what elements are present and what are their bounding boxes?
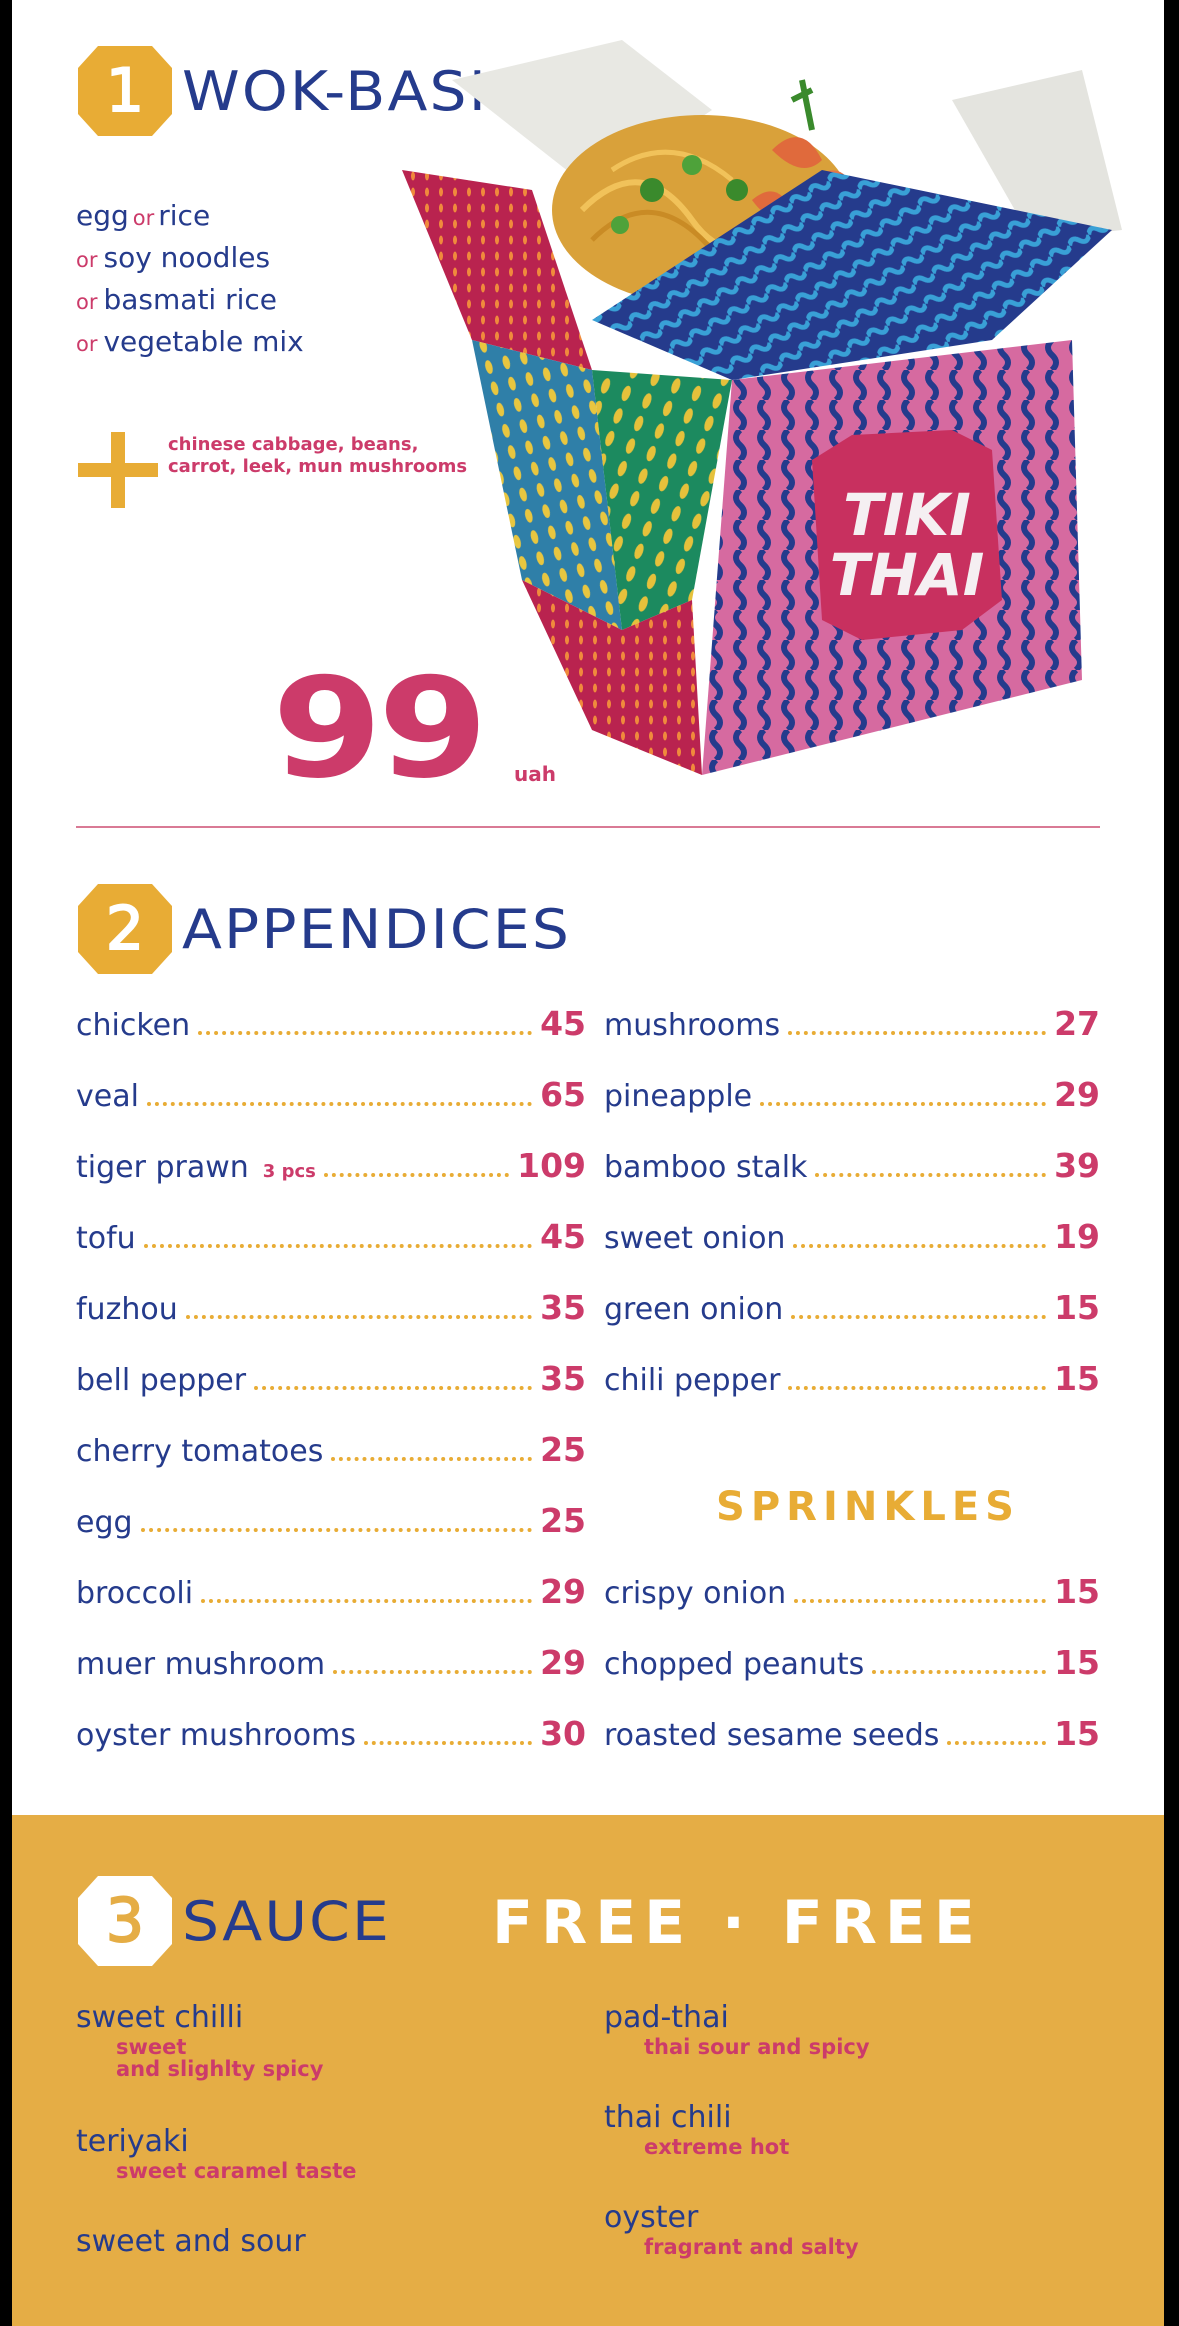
or-connector: or bbox=[132, 206, 155, 230]
menu-item: veal 65 bbox=[76, 1075, 586, 1114]
base-option-line-1: egg or rice bbox=[76, 196, 304, 238]
sprinkle-item: crispy onion 15 bbox=[604, 1572, 1100, 1611]
base-option: vegetable mix bbox=[103, 325, 304, 358]
svg-text:THAI: THAI bbox=[830, 541, 985, 609]
sauce-item: pad-thai thai sour and spicy bbox=[604, 2000, 870, 2059]
free-label: FREE · FREE bbox=[492, 1888, 983, 1958]
tiki-thai-logo: TIKI THAI bbox=[812, 430, 1002, 640]
box-flap bbox=[592, 170, 1112, 380]
sauce-item: sweet and sour bbox=[76, 2224, 306, 2259]
menu-item: egg 25 bbox=[76, 1501, 586, 1540]
menu-item: sweet onion 19 bbox=[604, 1217, 1100, 1256]
section-header-sauce: 3 SAUCE bbox=[76, 1872, 389, 1970]
base-option-line-4: or vegetable mix bbox=[76, 322, 304, 364]
sprinkles-heading: SPRINKLES bbox=[716, 1484, 1020, 1530]
base-option: rice bbox=[158, 199, 211, 232]
svg-text:TIKI: TIKI bbox=[843, 481, 971, 549]
section-number-badge: 1 bbox=[76, 42, 174, 140]
sauce-section-background bbox=[12, 1815, 1164, 2326]
sauce-item: thai chili extreme hot bbox=[604, 2100, 790, 2159]
or-connector: or bbox=[76, 332, 98, 356]
section-divider bbox=[76, 826, 1100, 828]
noodle-box-illustration: TIKI THAI bbox=[402, 40, 1122, 775]
menu-item: cherry tomatoes 25 bbox=[76, 1430, 586, 1469]
sprinkle-item: chopped peanuts 15 bbox=[604, 1643, 1100, 1682]
section-header-wok-basis: 1 WOK-BASIS bbox=[76, 42, 525, 140]
box-back-flap bbox=[952, 70, 1122, 240]
menu-item: mushrooms 27 bbox=[604, 1004, 1100, 1043]
wok-base-price: 99 bbox=[272, 648, 488, 809]
box-side bbox=[522, 580, 702, 775]
box-flap bbox=[402, 170, 592, 370]
item-quantity-note: 3 pcs bbox=[262, 1161, 316, 1182]
base-option-line-3: or basmati rice bbox=[76, 280, 304, 322]
section-title: APPENDICES bbox=[182, 897, 572, 961]
menu-item: muer mushroom 29 bbox=[76, 1643, 586, 1682]
base-option-line-2: or soy noodles bbox=[76, 238, 304, 280]
section-header-appendices: 2 APPENDICES bbox=[76, 880, 569, 978]
wok-base-options: egg or rice or soy noodles or basmati rice o… bbox=[76, 196, 304, 364]
base-option: soy noodles bbox=[103, 241, 271, 274]
menu-item: bell pepper 35 bbox=[76, 1359, 586, 1398]
menu-item: tofu 45 bbox=[76, 1217, 586, 1256]
menu-item: chicken 45 bbox=[76, 1004, 586, 1043]
currency-label: uah bbox=[514, 762, 556, 786]
base-option: egg bbox=[76, 199, 129, 232]
menu-item: chili pepper 15 bbox=[604, 1359, 1100, 1398]
box-side bbox=[472, 340, 622, 630]
box-side bbox=[592, 370, 732, 630]
menu-item: green onion 15 bbox=[604, 1288, 1100, 1327]
menu-page: 1 WOK-BASIS egg or rice or soy noodles or ba… bbox=[12, 0, 1164, 2326]
or-connector: or bbox=[76, 290, 98, 314]
or-connector: or bbox=[76, 248, 98, 272]
section-number-badge: 2 bbox=[76, 880, 174, 978]
sauce-item: oyster fragrant and salty bbox=[604, 2200, 859, 2259]
base-option: basmati rice bbox=[103, 283, 278, 316]
menu-item: fuzhou 35 bbox=[76, 1288, 586, 1327]
section-title: SAUCE bbox=[182, 1889, 392, 1953]
sauce-item: teriyaki sweet caramel taste bbox=[76, 2124, 357, 2183]
section-number-badge: 3 bbox=[76, 1872, 174, 1970]
sauce-item: sweet chilli sweet and slighlty spicy bbox=[76, 2000, 324, 2081]
sprinkle-item: roasted sesame seeds 15 bbox=[604, 1714, 1100, 1753]
menu-item: tiger prawn 3 pcs 109 bbox=[76, 1146, 586, 1185]
menu-item: broccoli 29 bbox=[76, 1572, 586, 1611]
included-vegetables: chinese cabbage, beans, carrot, leek, mu… bbox=[168, 434, 468, 477]
plus-icon bbox=[78, 432, 158, 508]
menu-item: oyster mushrooms 30 bbox=[76, 1714, 586, 1753]
menu-item: pineapple 29 bbox=[604, 1075, 1100, 1114]
menu-item: bamboo stalk 39 bbox=[604, 1146, 1100, 1185]
